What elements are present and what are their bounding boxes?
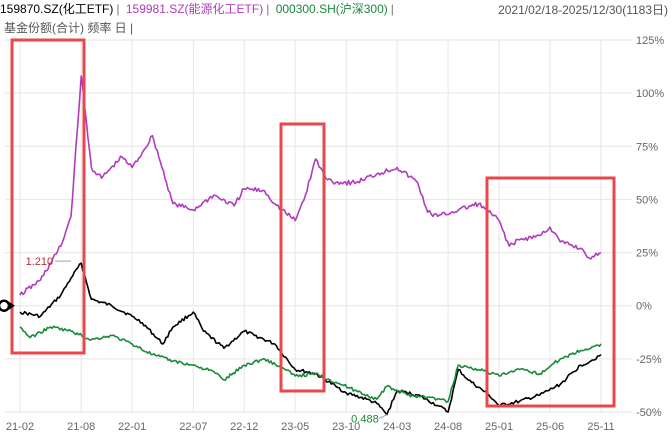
x-tick-label: 22-07 [179,421,207,433]
x-tick-label: 24-03 [383,421,411,433]
legend-separator: | [116,2,120,16]
x-tick-label: 24-08 [434,421,462,433]
legend-series1[interactable]: 159870.SZ(化工ETF) [0,2,114,16]
x-tick-label: 23-05 [281,421,309,433]
y-tick-label: 125% [636,35,664,47]
x-tick-label: 21-02 [6,421,34,433]
chart-header: 159870.SZ(化工ETF) | 159981.SZ(能源化工ETF) | 00… [0,0,397,18]
x-tick-label: 25-06 [536,421,564,433]
cursor-arrow-icon [9,301,15,310]
x-tick-label: 21-08 [67,421,95,433]
y-tick-label: -50% [636,407,662,419]
y-tick-label: 25% [636,248,658,260]
highlight-box-2 [279,122,326,393]
annotation-high-label: 1.210 [26,256,54,268]
series-line-2 [19,75,602,296]
annotation-low-label: 0.488 [351,414,379,426]
legend-series3[interactable]: 000300.SH(沪深300) [275,2,388,16]
x-tick-label: 22-01 [118,421,146,433]
highlight-box-3 [485,176,616,408]
x-tick-label: 22-12 [230,421,258,433]
x-tick-label: 25-11 [587,421,614,433]
y-tick-label: 75% [636,141,658,153]
y-tick-label: 50% [636,194,658,206]
date-range: 2021/02/18-2025/12/30(1183日) [498,3,668,17]
series-line-1 [19,262,602,416]
cursor-marker [0,299,11,312]
annotation-leader [378,414,388,419]
y-tick-label: 100% [636,88,664,100]
series-line-3 [19,325,602,403]
x-tick-label: 23-10 [332,421,360,433]
legend-separator: | [266,2,270,16]
subtitle: 基金份额(合计) 频率 日 | [4,21,134,35]
y-tick-label: 0% [636,301,652,313]
legend-series2[interactable]: 159981.SZ(能源化工ETF) [125,2,264,16]
highlight-box-1 [10,38,86,355]
y-tick-label: -25% [636,354,662,366]
legend-separator: | [390,2,394,16]
x-tick-label: 25-01 [485,421,513,433]
